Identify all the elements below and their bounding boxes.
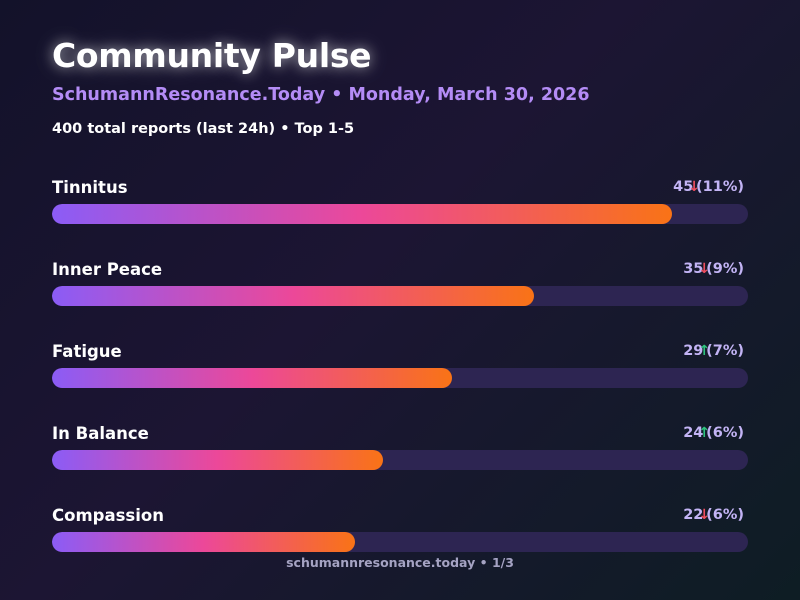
footer-text: schumannresonance.today • 1/3 bbox=[286, 555, 514, 570]
bar-percent: (7%) bbox=[706, 343, 744, 359]
bar-value-label: 22↓(6%) bbox=[683, 507, 744, 523]
bar-row: Tinnitus 45↓(11%) bbox=[52, 178, 748, 238]
bar-row: Compassion 22↓(6%) bbox=[52, 506, 748, 566]
bar-track bbox=[52, 204, 748, 224]
bar-label: Fatigue bbox=[52, 342, 122, 361]
bar-track bbox=[52, 450, 748, 470]
bar-percent: (11%) bbox=[696, 179, 744, 195]
bar-label: In Balance bbox=[52, 424, 149, 443]
report-summary: 400 total reports (last 24h) • Top 1-5 bbox=[52, 121, 355, 137]
bar bbox=[52, 286, 534, 306]
trend-down-icon: ↓ bbox=[698, 507, 711, 523]
bar-percent: (6%) bbox=[706, 425, 744, 441]
trend-down-icon: ↓ bbox=[688, 179, 701, 195]
bar-row: In Balance 24↑(6%) bbox=[52, 424, 748, 484]
trend-up-icon: ↑ bbox=[698, 343, 711, 359]
bar bbox=[52, 368, 452, 388]
bar-value-label: 24↑(6%) bbox=[683, 425, 744, 441]
bar bbox=[52, 450, 383, 470]
page-title: Community Pulse bbox=[52, 36, 372, 75]
bar-value: 24 bbox=[683, 425, 704, 441]
bar-value: 22 bbox=[683, 507, 704, 523]
page-subtitle: SchumannResonance.Today • Monday, March … bbox=[52, 85, 590, 105]
bar-value: 29 bbox=[683, 343, 704, 359]
bar-value: 45 bbox=[673, 179, 694, 195]
bar-label: Compassion bbox=[52, 506, 164, 525]
bar-percent: (6%) bbox=[706, 507, 744, 523]
bar-label: Inner Peace bbox=[52, 260, 163, 279]
bar-value-label: 29↑(7%) bbox=[683, 343, 744, 359]
bar-percent: (9%) bbox=[706, 261, 744, 277]
bar-value: 35 bbox=[683, 261, 704, 277]
bar-row: Inner Peace 35↓(9%) bbox=[52, 260, 748, 320]
bar-label: Tinnitus bbox=[52, 178, 128, 197]
bar-value-label: 35↓(9%) bbox=[683, 261, 744, 277]
bar bbox=[52, 532, 355, 552]
bar bbox=[52, 204, 672, 224]
bar-row: Fatigue 29↑(7%) bbox=[52, 342, 748, 402]
bar-track bbox=[52, 368, 748, 388]
bar-track bbox=[52, 532, 748, 552]
trend-down-icon: ↓ bbox=[698, 261, 711, 277]
trend-up-icon: ↑ bbox=[698, 425, 711, 441]
bar-value-label: 45↓(11%) bbox=[673, 179, 744, 195]
bar-track bbox=[52, 286, 748, 306]
